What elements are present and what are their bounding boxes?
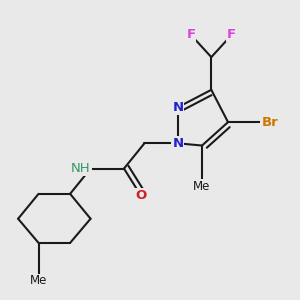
- Text: Me: Me: [193, 180, 211, 193]
- Text: F: F: [227, 28, 236, 41]
- Text: Br: Br: [262, 116, 278, 129]
- Text: Me: Me: [30, 274, 47, 287]
- Text: N: N: [172, 101, 183, 114]
- Text: O: O: [135, 189, 146, 202]
- Text: F: F: [186, 28, 195, 41]
- Text: N: N: [172, 137, 183, 150]
- Text: NH: NH: [71, 162, 91, 175]
